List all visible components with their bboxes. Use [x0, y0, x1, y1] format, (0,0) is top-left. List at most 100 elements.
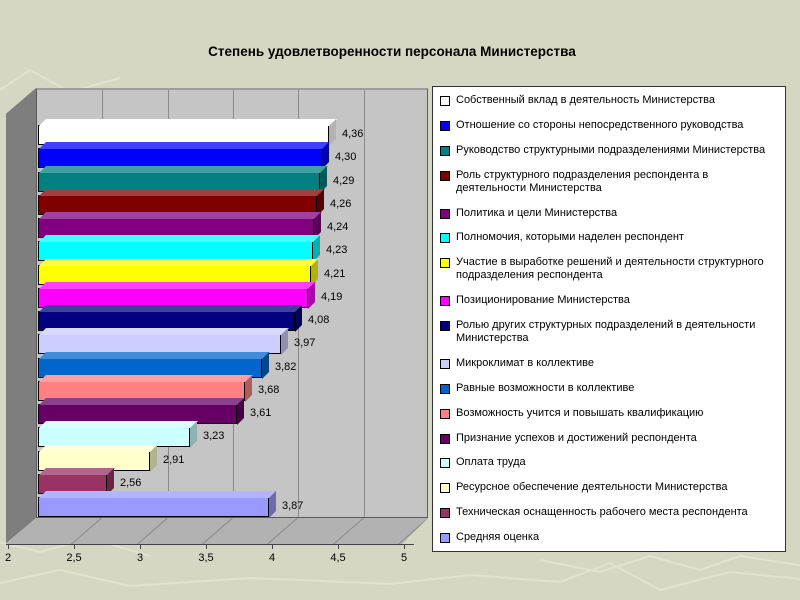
legend-label: Признание успехов и достижений респонден…	[456, 431, 697, 444]
bar-value-label: 2,56	[120, 477, 142, 489]
axis-tick-label: 3,5	[198, 552, 214, 564]
legend-item: Участие в выработке решений и деятельнос…	[440, 256, 781, 282]
bar-value-label: 4,24	[327, 221, 349, 233]
bar-end-face	[237, 398, 244, 425]
legend-item: Полномочия, которыми наделен респондент	[440, 231, 781, 244]
bar-value-label: 3,82	[275, 361, 297, 373]
bar-top-face	[39, 142, 330, 149]
bar-top-face	[39, 189, 325, 196]
bar-end-face	[329, 119, 336, 146]
legend-item: Отношение со стороны непосредственного р…	[440, 119, 781, 132]
legend-label: Ролью других структурных подразделений в…	[456, 319, 756, 344]
bar-value-label: 4,30	[335, 151, 357, 163]
gridline-4,5	[363, 90, 365, 517]
axis-tick-label: 4	[268, 552, 276, 564]
bar-value-label: 2,91	[163, 454, 185, 466]
axis-tick	[404, 544, 405, 549]
legend-swatch	[440, 358, 450, 369]
axis-tick	[140, 544, 141, 549]
bar-top-face	[39, 235, 321, 242]
bar	[38, 282, 308, 309]
bar	[38, 445, 150, 472]
bar-top-face	[39, 166, 328, 173]
plot-left-wall	[6, 88, 36, 544]
bar	[38, 142, 322, 169]
chart-title: Степень удовлетворенности персонала Мини…	[208, 44, 576, 59]
legend-item: Руководство структурными подразделениями…	[440, 144, 781, 157]
bar-value-label: 4,19	[321, 291, 343, 303]
bar-end-face	[269, 491, 276, 518]
bar-value-label: 4,23	[326, 244, 348, 256]
legend-swatch	[440, 233, 450, 244]
legend-item: Ресурсное обеспечение деятельности Минис…	[440, 481, 781, 494]
legend-swatch	[440, 508, 450, 519]
legend-label: Микроклимат в коллективе	[456, 356, 595, 369]
bar-top-face	[39, 119, 337, 126]
bar-top-face	[39, 305, 303, 312]
legend-item: Ролью других структурных подразделений в…	[440, 319, 781, 345]
bar	[38, 491, 269, 518]
bar-top-face	[39, 352, 270, 359]
floor-gridline-4	[267, 518, 298, 545]
legend-item: Признание успехов и достижений респонден…	[440, 432, 781, 445]
bar	[38, 468, 107, 495]
legend-swatch	[440, 383, 450, 394]
legend-swatch	[440, 208, 450, 219]
bar-top-face	[39, 259, 319, 266]
bar-end-face	[317, 189, 324, 216]
axis-tick-label: 3	[136, 552, 144, 564]
legend-swatch	[440, 296, 450, 307]
bar-value-label: 4,26	[330, 198, 352, 210]
bar-top-face	[39, 421, 198, 428]
axis-tick	[74, 544, 75, 549]
floor-gridline-4,5	[333, 518, 364, 545]
legend-item: Роль структурного подразделения респонде…	[440, 169, 781, 195]
floor-gridline-2,5	[71, 518, 102, 545]
x-axis-line	[6, 544, 414, 545]
bar-end-face	[281, 328, 288, 355]
legend-swatch	[440, 533, 450, 543]
axis-tick-label: 2,5	[66, 552, 82, 564]
bar-end-face	[313, 235, 320, 262]
bar-value-label: 4,08	[308, 314, 330, 326]
bar-value-label: 4,29	[333, 175, 355, 187]
legend-label: Оплата труда	[456, 456, 526, 469]
legend-label: Полномочия, которыми наделен респондент	[456, 231, 684, 244]
legend-label: Собственный вклад в деятельность Министе…	[456, 94, 715, 106]
floor-gridline-3	[137, 518, 168, 545]
legend-label: Ресурсное обеспечение деятельности Минис…	[456, 481, 728, 494]
legend-item: Собственный вклад в деятельность Министе…	[440, 94, 781, 107]
legend-swatch	[440, 96, 450, 106]
legend-label: Средняя оценка	[456, 531, 540, 543]
bar-value-label: 3,68	[258, 384, 280, 396]
legend-item: Техническая оснащенность рабочего места …	[440, 506, 781, 519]
legend-item: Микроклимат в коллективе	[440, 357, 781, 370]
legend-item: Равные возможности в коллективе	[440, 382, 781, 395]
legend-label: Отношение со стороны непосредственного р…	[456, 118, 744, 131]
bar-top-face	[39, 212, 322, 219]
bar-end-face	[311, 259, 318, 286]
bar-end-face	[320, 166, 327, 193]
bar-end-face	[295, 305, 302, 332]
legend-label: Возможность учится и повышать квалификац…	[456, 406, 704, 419]
legend-item: Средняя оценка	[440, 531, 781, 544]
legend-swatch	[440, 145, 450, 156]
axis-tick	[272, 544, 273, 549]
axis-tick	[8, 544, 9, 549]
legend-label: Равные возможности в коллективе	[456, 381, 635, 394]
legend-swatch	[440, 433, 450, 444]
floor-gridline-3,5	[202, 518, 233, 545]
bar-end-face	[245, 375, 252, 402]
legend-swatch	[440, 120, 450, 131]
axis-tick	[338, 544, 339, 549]
legend-swatch	[440, 483, 450, 494]
bar-value-label: 4,36	[342, 128, 364, 140]
axis-tick-label: 2	[4, 552, 12, 564]
legend-item: Возможность учится и повышать квалификац…	[440, 407, 781, 420]
bar-value-label: 3,87	[282, 500, 304, 512]
floor-gridline-5	[398, 518, 429, 545]
bar-value-label: 3,97	[294, 337, 316, 349]
bar-top-face	[39, 398, 245, 405]
legend-swatch	[440, 321, 450, 331]
bar-end-face	[262, 352, 269, 379]
